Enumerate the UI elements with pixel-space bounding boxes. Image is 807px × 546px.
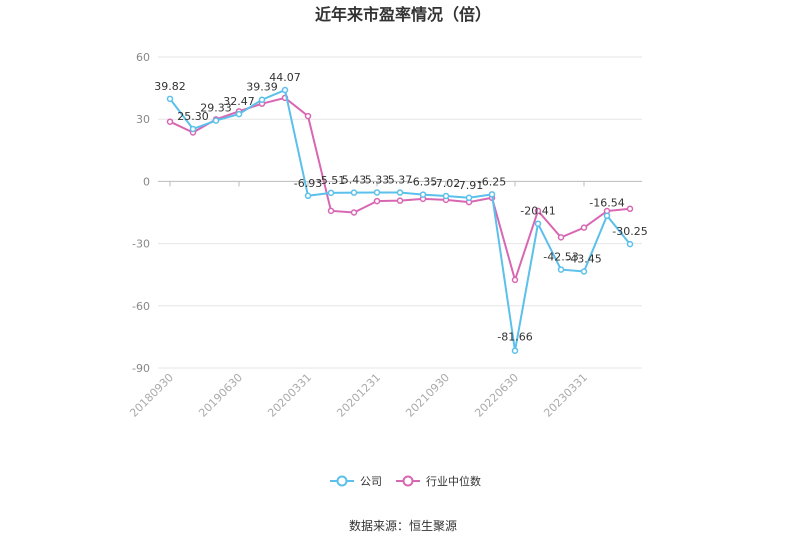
data-point [511,347,519,354]
data-point [603,212,611,219]
data-point [281,86,289,94]
data-point [235,110,243,118]
legend-swatch-marker [402,475,414,487]
data-point [373,189,381,196]
data-label: -7.02 [432,177,460,190]
y-tick-label: 0 [143,175,150,188]
y-tick-label: -60 [132,300,150,313]
data-point [465,194,473,202]
data-label: 44.07 [269,71,301,84]
data-label: -30.25 [612,225,647,238]
data-point [442,192,450,200]
x-tick-label: 20200331 [265,371,314,420]
data-label: -7.91 [455,179,483,192]
data-label: -6.93 [294,177,322,190]
legend[interactable]: 公司 行业中位数 [330,474,481,488]
data-point [327,207,335,215]
y-axis: 60 30 0 -30 -60 -90 [132,51,150,375]
legend-item-1[interactable]: 行业中位数 [396,474,481,488]
data-point [304,192,312,200]
data-point [580,224,588,231]
data-point [396,189,404,196]
x-tick-label: 20180930 [127,371,176,420]
data-point [373,197,381,205]
data-point [327,189,335,197]
data-label: -6.35 [409,176,437,189]
data-point [419,191,427,198]
data-point [166,118,174,125]
data-point [534,207,542,215]
x-tick-label: 20230331 [541,371,590,420]
y-tick-label: 30 [136,113,150,126]
data-point [557,266,565,273]
data-point [212,117,220,124]
data-label: 39.39 [246,81,278,94]
data-point [258,96,266,103]
data-point [166,95,174,103]
chart-title: 近年来市盈率情况（倍） [315,5,491,24]
data-label: -6.25 [478,175,506,188]
data-point [580,268,588,275]
data-point [626,240,634,248]
data-label: 25.30 [177,110,209,123]
series-line-0 [169,88,631,351]
data-label: -20.41 [520,205,555,218]
legend-item-0[interactable]: 公司 [330,475,382,488]
data-point [488,191,496,198]
data-point [304,112,312,120]
data-label: 32.47 [223,95,255,108]
data-label: 5.33 [365,173,390,186]
data-point [350,209,358,216]
x-tick-label: 20210930 [403,371,452,420]
data-label: 5.43 [342,174,367,187]
y-tick-label: 60 [136,51,150,64]
data-label: -16.54 [589,197,624,210]
data-point [557,234,565,241]
data-label: 5.37 [388,174,413,187]
data-label: -5.51 [317,174,345,187]
x-tick-label: 20201231 [334,371,383,420]
data-point [189,125,197,133]
legend-label: 公司 [360,475,382,488]
legend-label: 行业中位数 [426,474,481,488]
y-tick-label: -90 [132,362,150,375]
x-tick-label: 20220630 [472,371,521,420]
data-label: -42.53 [543,251,578,264]
data-label: 39.82 [154,80,186,93]
data-point [626,205,634,213]
source-text: 数据来源：恒生聚源 [349,518,457,533]
y-tick-label: -30 [132,238,150,251]
data-label: 29.33 [200,102,232,115]
data-label: -43.45 [566,252,601,265]
legend-swatch-marker [336,475,348,487]
series-lines [166,86,634,354]
data-label: -81.66 [497,331,532,344]
data-point [534,220,542,227]
data-point [396,197,404,204]
data-point [511,276,519,284]
x-tick-label: 20190630 [196,371,245,420]
data-point [350,189,358,196]
